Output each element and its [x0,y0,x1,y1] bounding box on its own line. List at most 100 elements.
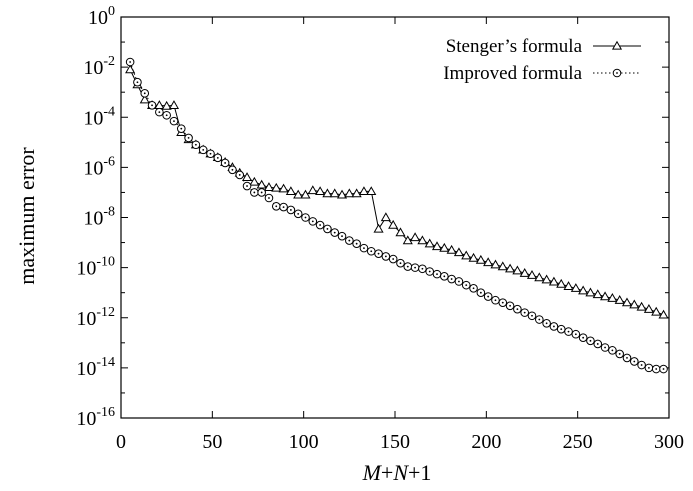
series-0-point [505,263,516,273]
circle-dot [567,330,570,333]
series-1-point [286,205,296,215]
circle-dot [553,325,555,328]
circle-dot [173,120,175,123]
circle-dot [472,287,475,290]
y-tick-exponent: -4 [103,104,115,119]
series-1-point [381,252,391,261]
series-0-point [614,295,625,304]
series-1-point [264,193,274,203]
circle-dot [260,191,263,194]
series-1-point [629,357,639,366]
series-1-point [578,333,588,342]
series-1-point [330,228,340,237]
series-0-point [431,241,443,251]
series-1-point [228,165,237,175]
series-1-point [637,360,646,370]
y-tick-label: 10-14 [76,355,115,380]
y-tick-base: 10 [83,107,103,129]
series-0-point [358,186,370,196]
series-0-point [168,100,180,109]
series-1-point [271,201,281,211]
y-axis-label: maximum error [14,147,39,285]
series-1-point [235,170,245,180]
series-1-point [279,202,288,212]
series-0-point [483,257,494,267]
x-axis-label-part: M [362,460,383,485]
legend-swatch-marker [612,68,622,78]
series-0-point [249,176,260,186]
series-1-point [454,277,464,286]
series-0-point [293,189,304,199]
circle-dot [224,162,227,164]
series-1-point [476,288,486,297]
circle-dot [136,81,139,84]
series-1-point [242,181,252,191]
circle-dot [465,284,468,287]
series-1-point [418,264,427,274]
circle-dot [180,127,183,130]
series-1-point [608,346,617,355]
series-1-point [396,258,405,268]
circle-dot [436,273,438,276]
series-0-point [526,269,538,279]
series-1-point [366,246,376,256]
y-tick-label: 100 [88,4,115,29]
circle-dot [531,314,533,317]
series-0-point [315,186,326,196]
series-0-point [578,285,589,295]
x-axis-label-part: + [381,460,393,485]
series-0-point [534,272,545,282]
series-0-point [125,64,136,74]
series-0-point [278,183,289,193]
series-0-point [300,189,311,199]
circle-dot [428,270,431,273]
series-0-point [336,189,348,199]
circle-dot [589,339,592,342]
circle-dot [238,174,241,176]
series-0-point [410,232,421,242]
circle-dot [501,301,504,304]
circle-dot [246,185,248,187]
series-1-point [359,243,369,253]
circle-dot [143,92,146,95]
y-tick-label: 10-10 [76,255,115,280]
series-1-point [337,231,347,241]
series-1-point [659,364,668,374]
series-0-point [366,186,377,196]
series-0-point [139,94,150,104]
circle-dot [202,148,205,151]
y-tick-base: 10 [88,7,108,29]
circle-dot [289,209,292,211]
series-1-point [293,209,303,219]
series-1-point [520,308,529,317]
series-1-point [133,77,142,87]
plot-border [120,16,670,419]
series-0-point [380,212,391,222]
circle-dot [158,111,161,114]
circle-dot [348,239,351,242]
series-1-point [600,343,610,352]
series-1-point [425,267,435,276]
series-1-point [169,116,179,126]
series-1-point [440,272,449,281]
series-1-point [535,315,544,324]
series-0-point [271,182,282,192]
circle-dot [421,267,424,270]
series-1-point [220,158,230,168]
circle-dot [560,328,563,331]
circle-dot [282,206,285,208]
circle-dot [655,368,658,370]
series-1-point [403,262,413,271]
circle-dot [392,258,395,260]
circle-dot [231,168,234,171]
series-0-point [475,254,486,264]
circle-dot [363,247,365,250]
series-0-point [241,172,253,181]
series-0-point [585,287,596,297]
series-1-point [505,301,515,311]
y-tick-exponent: -12 [96,305,115,320]
y-tick-label: 10-16 [76,405,115,430]
series-1-point [250,188,259,197]
series-1-point [549,322,559,331]
series-1-point [469,283,478,293]
